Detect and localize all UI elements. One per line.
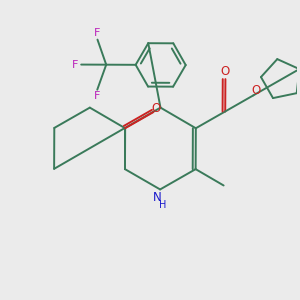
Text: F: F <box>94 91 101 101</box>
Text: O: O <box>151 102 160 115</box>
Text: H: H <box>159 200 167 210</box>
Text: F: F <box>94 28 101 38</box>
Text: F: F <box>71 59 78 70</box>
Text: O: O <box>221 65 230 78</box>
Text: N: N <box>153 191 162 204</box>
Text: O: O <box>252 84 261 97</box>
